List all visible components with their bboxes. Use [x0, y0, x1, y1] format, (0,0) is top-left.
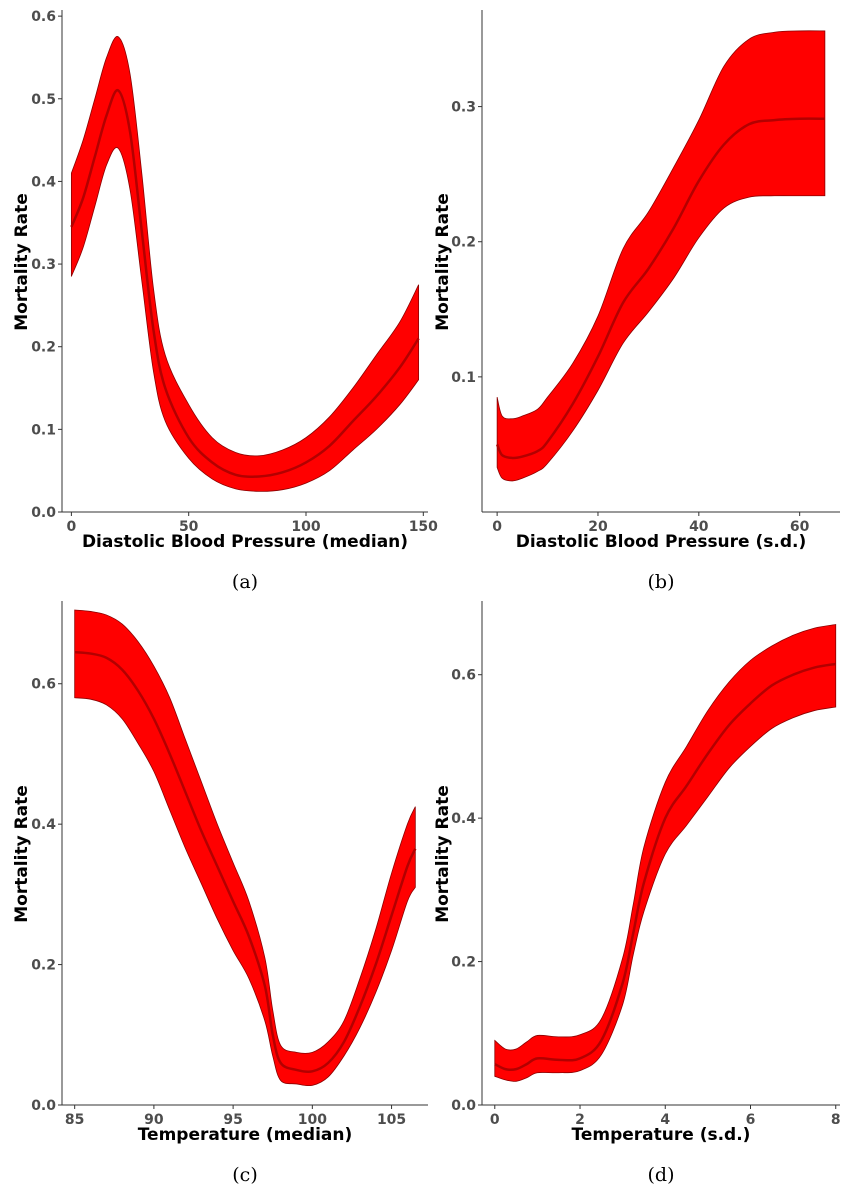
x-axis-title: Temperature (s.d.) — [572, 1125, 751, 1145]
y-tick-label: 0.4 — [31, 174, 56, 190]
y-tick-label: 0.0 — [31, 505, 56, 521]
x-tick-label: 8 — [831, 1112, 841, 1128]
confidence-band — [70, 36, 420, 492]
x-tick-group: 85 90 95 100 105 — [65, 1105, 406, 1128]
axes — [481, 10, 840, 513]
x-tick-label: 20 — [588, 519, 608, 535]
y-tick-label: 0.2 — [31, 958, 56, 974]
x-tick-group: 0 2 4 6 8 — [490, 1105, 841, 1128]
x-axis-title: Temperature (median) — [138, 1125, 353, 1145]
mean-line — [70, 89, 420, 478]
y-tick-label: 0.4 — [31, 817, 56, 833]
y-tick-label: 0.1 — [31, 422, 56, 438]
x-tick-label: 40 — [689, 519, 709, 535]
axes — [61, 601, 428, 1106]
panel-caption: (a) — [232, 571, 258, 593]
axes — [61, 10, 428, 513]
y-tick-label: 0.3 — [31, 257, 56, 273]
panel-b: 0.1 0.2 0.3 0 20 40 60 Diastolic Blood Pressu… — [433, 10, 840, 593]
mean-line — [494, 662, 836, 1072]
x-axis-title: Diastolic Blood Pressure (median) — [82, 532, 408, 552]
x-tick-label: 6 — [746, 1112, 756, 1128]
x-tick-label: 60 — [790, 519, 810, 535]
x-tick-label: 50 — [179, 519, 199, 535]
x-tick-label: 100 — [298, 1112, 327, 1128]
x-tick-label: 90 — [144, 1112, 164, 1128]
confidence-band-group — [494, 624, 837, 1082]
y-tick-label: 0.6 — [31, 9, 56, 25]
y-axis-title: Mortality Rate — [12, 193, 32, 331]
y-tick-label: 0.0 — [451, 1098, 476, 1114]
y-axis-title: Mortality Rate — [433, 193, 453, 331]
confidence-band — [496, 30, 826, 482]
y-tick-label: 0.4 — [451, 811, 476, 827]
x-axis-title: Diastolic Blood Pressure (s.d.) — [516, 532, 807, 552]
confidence-band-group — [74, 609, 416, 1087]
mean-line-group — [74, 650, 417, 1074]
y-tick-label: 0.2 — [31, 340, 56, 356]
mean-line — [74, 650, 417, 1074]
mean-line-group — [495, 117, 825, 460]
x-tick-label: 2 — [575, 1112, 585, 1128]
x-tick-label: 85 — [65, 1112, 84, 1128]
y-tick-group: 0.0 0.2 0.4 0.6 — [451, 668, 482, 1114]
y-tick-label: 0.2 — [451, 235, 476, 251]
x-tick-label: 95 — [223, 1112, 242, 1128]
y-tick-group: 0.0 0.1 0.2 0.3 0.4 0.5 0.6 — [31, 9, 62, 521]
confidence-band-group — [496, 30, 826, 482]
mean-line-group — [494, 662, 836, 1072]
y-tick-group: 0.0 0.2 0.4 0.6 — [31, 677, 62, 1114]
panel-c: 0.0 0.2 0.4 0.6 85 90 95 100 105 Temperature (m… — [12, 601, 428, 1186]
x-tick-label: 0 — [492, 519, 502, 535]
confidence-band-group — [70, 36, 420, 492]
confidence-band — [74, 609, 416, 1087]
x-tick-label: 100 — [291, 519, 320, 535]
y-tick-label: 0.1 — [451, 370, 476, 386]
panel-caption: (c) — [232, 1164, 257, 1186]
panel-caption: (b) — [648, 571, 675, 593]
x-tick-group: 0 20 40 60 — [492, 512, 810, 535]
y-tick-label: 0.2 — [451, 955, 476, 971]
x-tick-label: 0 — [490, 1112, 500, 1128]
y-tick-label: 0.5 — [31, 92, 56, 108]
mean-line-group — [70, 89, 420, 478]
y-tick-label: 0.6 — [451, 668, 476, 684]
x-tick-label: 105 — [377, 1112, 406, 1128]
panel-caption: (d) — [648, 1164, 675, 1186]
x-tick-label: 4 — [660, 1112, 670, 1128]
y-tick-label: 0.0 — [31, 1098, 56, 1114]
y-tick-group: 0.1 0.2 0.3 — [451, 100, 482, 386]
y-axis-title: Mortality Rate — [12, 785, 32, 923]
panel-d: 0.0 0.2 0.4 0.6 0 2 4 6 8 Temperature (s.d.) Mo… — [433, 601, 841, 1186]
x-tick-label: 0 — [67, 519, 77, 535]
mean-line — [495, 117, 825, 460]
x-tick-group: 0 50 100 150 — [67, 512, 438, 535]
panel-a: 0.0 0.1 0.2 0.3 0.4 0.5 0.6 0 50 100 150 Diastoli… — [12, 9, 438, 593]
x-tick-label: 150 — [409, 519, 438, 535]
y-tick-label: 0.6 — [31, 677, 56, 693]
confidence-band — [494, 624, 837, 1082]
axes — [481, 601, 840, 1106]
y-tick-label: 0.3 — [451, 100, 476, 116]
y-axis-title: Mortality Rate — [433, 785, 453, 923]
